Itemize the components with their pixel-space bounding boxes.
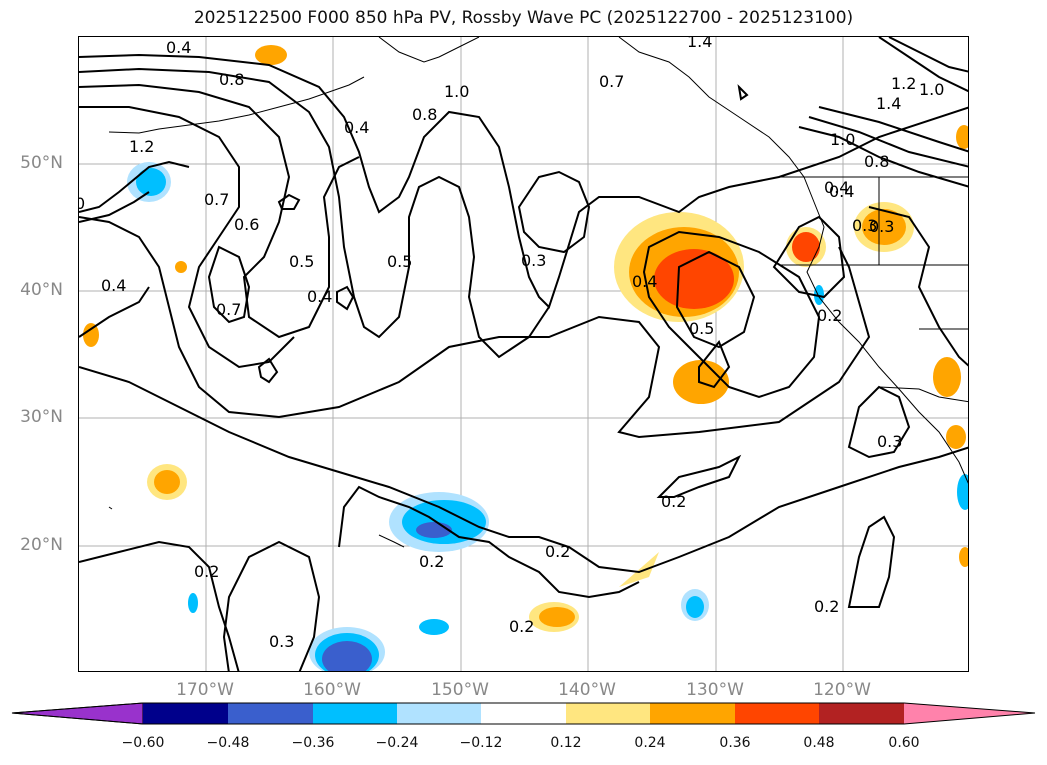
colorbar-bin bbox=[566, 703, 650, 724]
colorbar-tick-label: 0.60 bbox=[888, 735, 920, 751]
colorbar-bin bbox=[819, 703, 904, 724]
anomaly-positive bbox=[862, 209, 906, 245]
anomaly-negative bbox=[686, 596, 704, 618]
colorbar-tick-label: 0.12 bbox=[550, 735, 582, 751]
colorbar-extend-max bbox=[904, 703, 1035, 724]
anomaly-positive bbox=[539, 607, 575, 627]
contour-label: 0.4 bbox=[824, 178, 849, 197]
colorbar-bin bbox=[650, 703, 735, 724]
colorbar bbox=[11, 702, 1036, 725]
anomaly-positive bbox=[154, 470, 180, 494]
colorbar-tick-label: 0.36 bbox=[719, 735, 751, 751]
anomaly-positive bbox=[654, 249, 734, 309]
contour-label: 0.8 bbox=[412, 105, 437, 124]
anomaly-negative bbox=[957, 474, 968, 510]
contour-label-group: 0.4 0.8 1.2 1.0 0.8 0.7 1.4 1.2 1.4 1.0 … bbox=[79, 37, 944, 651]
lon-label-150w: 150°W bbox=[431, 680, 489, 700]
lat-label-20n: 20°N bbox=[20, 535, 63, 555]
contour-label: 0.7 bbox=[216, 300, 241, 319]
colorbar-bin bbox=[143, 703, 228, 724]
colorbar-bin bbox=[481, 703, 566, 724]
lat-label-30n: 30°N bbox=[20, 407, 63, 427]
colorbar-tick-label: −0.60 bbox=[121, 735, 165, 751]
contour-label: 0.4 bbox=[166, 38, 191, 57]
colorbar-outline bbox=[11, 702, 1036, 725]
contour-label: 0.5 bbox=[387, 252, 412, 271]
anomaly-positive bbox=[933, 357, 961, 397]
contour-label: 1.0 bbox=[830, 130, 855, 149]
contour-label: 0.2 bbox=[817, 306, 842, 325]
coastlines bbox=[108, 37, 968, 548]
anomaly-positive bbox=[956, 125, 968, 149]
colorbar-tick-label: −0.48 bbox=[206, 735, 250, 751]
contour-label: 0.2 bbox=[194, 562, 219, 581]
contour-label: 0.8 bbox=[864, 152, 889, 171]
lat-label-40n: 40°N bbox=[20, 280, 63, 300]
colorbar-bin bbox=[228, 703, 313, 724]
anomaly-positive bbox=[83, 323, 99, 347]
anomaly-negative bbox=[419, 619, 449, 635]
anomaly-negative bbox=[188, 593, 198, 613]
anomaly-positive bbox=[255, 45, 287, 65]
anomaly-positive bbox=[619, 552, 659, 587]
colorbar-extend-min bbox=[11, 702, 144, 725]
colorbar-bin bbox=[397, 703, 481, 724]
contour-label: 0.2 bbox=[545, 542, 570, 561]
contour-label: 0.7 bbox=[599, 72, 624, 91]
anomaly-negative bbox=[416, 522, 452, 538]
contour-label: 0.4 bbox=[307, 287, 332, 306]
contour-label: 0.2 bbox=[661, 492, 686, 511]
contour-label: 0.8 bbox=[219, 70, 244, 89]
contour-label: 0.3 bbox=[852, 216, 877, 235]
contour-label: 0.4 bbox=[829, 182, 854, 201]
anomaly-negative bbox=[402, 500, 486, 544]
colorbar-tick-label: 0.24 bbox=[634, 735, 666, 751]
contour-label: 1.0 bbox=[444, 82, 469, 101]
contour-label: 0.7 bbox=[204, 190, 229, 209]
colorbar-bin bbox=[313, 703, 397, 724]
contour-label: 1.4 bbox=[687, 37, 712, 51]
lon-label-170w: 170°W bbox=[176, 680, 234, 700]
contour-label: 1.4 bbox=[876, 94, 901, 113]
contour-label: 0.2 bbox=[509, 617, 534, 636]
map-panel: 0.4 0.8 1.2 1.0 0.8 0.7 1.4 1.2 1.4 1.0 … bbox=[78, 36, 969, 672]
lon-label-140w: 140°W bbox=[558, 680, 616, 700]
contour-label: 0.4 bbox=[101, 276, 126, 295]
anomaly-positive bbox=[792, 232, 820, 262]
colorbar-tick-label: 0.48 bbox=[803, 735, 835, 751]
contour-label: 0.4 bbox=[632, 272, 657, 291]
lon-label-130w: 130°W bbox=[686, 680, 744, 700]
graticule bbox=[79, 37, 968, 671]
contour-label: 0.3 bbox=[521, 251, 546, 270]
colorbar-tick-label: −0.24 bbox=[375, 735, 419, 751]
anomaly-negative bbox=[322, 641, 372, 671]
anomaly-negative bbox=[136, 168, 166, 196]
colorbar-tick-label: −0.36 bbox=[291, 735, 335, 751]
contour-label: 0.3 bbox=[869, 217, 894, 236]
anomaly-positive bbox=[959, 547, 968, 567]
lon-label-120w: 120°W bbox=[813, 680, 871, 700]
colorbar-tick-label: −0.12 bbox=[459, 735, 503, 751]
contour-label: 0.3 bbox=[269, 632, 294, 651]
colorbar-bin bbox=[735, 703, 819, 724]
map-title: 2025122500 F000 850 hPa PV, Rossby Wave … bbox=[193, 8, 854, 28]
contour-label: 0.2 bbox=[814, 597, 839, 616]
contour-label: 0.3 bbox=[877, 432, 902, 451]
anomaly-positive bbox=[175, 261, 187, 273]
contour-label: 0.6 bbox=[234, 215, 259, 234]
contour-label: 1.2 bbox=[891, 74, 916, 93]
contour-label: 0.2 bbox=[419, 552, 444, 571]
lon-label-160w: 160°W bbox=[303, 680, 361, 700]
contour-label: 0.5 bbox=[689, 319, 714, 338]
contour-label: 1.0 bbox=[919, 80, 944, 99]
anomaly-positive bbox=[946, 425, 966, 449]
lat-label-50n: 50°N bbox=[20, 153, 63, 173]
contour-label: 1.2 bbox=[129, 137, 154, 156]
pv-contours bbox=[79, 37, 968, 671]
contour-label: 0.4 bbox=[344, 118, 369, 137]
contour-label: 0.5 bbox=[289, 252, 314, 271]
map-canvas: 0.4 0.8 1.2 1.0 0.8 0.7 1.4 1.2 1.4 1.0 … bbox=[79, 37, 968, 671]
contour-label: 0 bbox=[79, 194, 85, 213]
